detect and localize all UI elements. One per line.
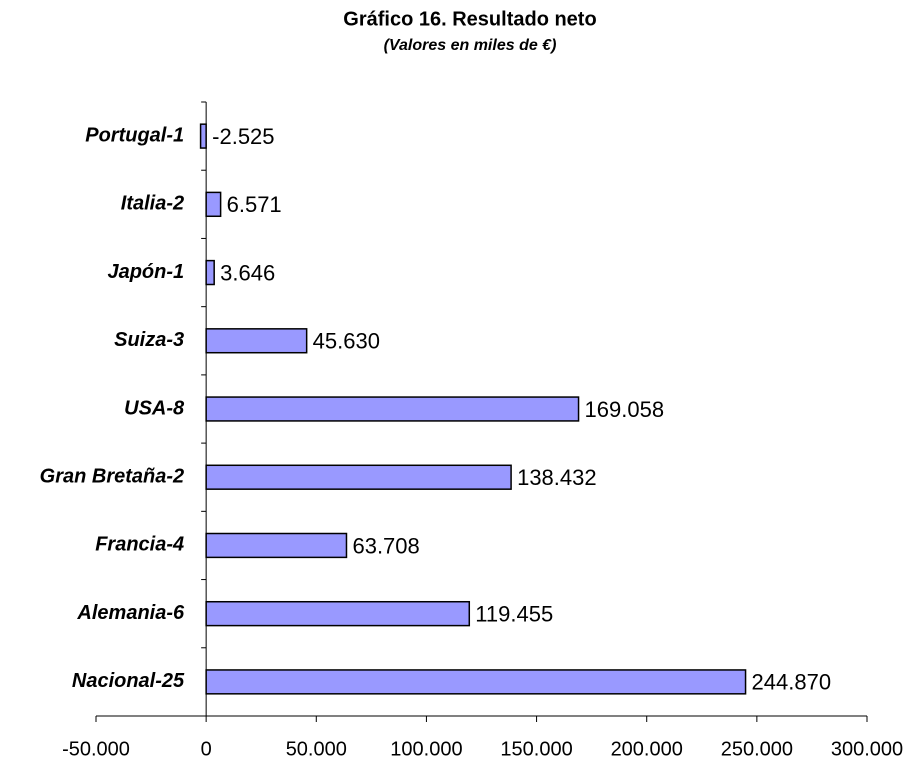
bar: [205, 191, 222, 218]
value-label: 169.058: [585, 397, 665, 422]
x-tick-label: -50.000: [62, 738, 130, 760]
y-tick-label: Francia-4: [95, 534, 184, 556]
x-tick-label: 100.000: [390, 738, 462, 760]
value-label: 119.455: [475, 601, 553, 626]
x-tick-label: 150.000: [500, 738, 572, 760]
value-label: 63.708: [352, 533, 419, 558]
bar: [205, 532, 348, 559]
value-label: 6.571: [227, 192, 282, 217]
value-label: 244.870: [752, 670, 832, 695]
value-label: 138.432: [517, 465, 597, 490]
x-tick-label: 200.000: [611, 738, 683, 760]
x-tick-label: 300.000: [831, 738, 903, 760]
y-tick-label: Alemania-6: [76, 602, 185, 624]
y-tick-label: Nacional-25: [72, 670, 185, 692]
y-tick-label: Italia-2: [121, 193, 184, 215]
y-tick-label: Portugal-1: [85, 124, 184, 146]
chart-subtitle: (Valores en miles de €): [384, 37, 557, 54]
y-tick-label: Gran Bretaña-2: [40, 466, 185, 488]
bar: [205, 396, 580, 422]
y-tick-label: Suiza-3: [114, 329, 184, 351]
y-tick-label: USA-8: [124, 397, 185, 419]
value-label: -2.525: [212, 124, 274, 149]
bar: [205, 600, 471, 627]
bar: [205, 259, 215, 286]
bar: [205, 464, 512, 490]
bar: [205, 669, 747, 695]
x-tick-label: 50.000: [286, 738, 347, 760]
y-tick-label: Japón-1: [107, 261, 184, 283]
x-tick-label: 0: [201, 738, 212, 760]
x-tick-label: 250.000: [721, 738, 793, 760]
bar: [199, 123, 207, 149]
value-label: 3.646: [220, 260, 275, 285]
bar: [205, 328, 308, 354]
value-label: 45.630: [313, 329, 380, 354]
chart-title: Gráfico 16. Resultado neto: [343, 8, 596, 30]
